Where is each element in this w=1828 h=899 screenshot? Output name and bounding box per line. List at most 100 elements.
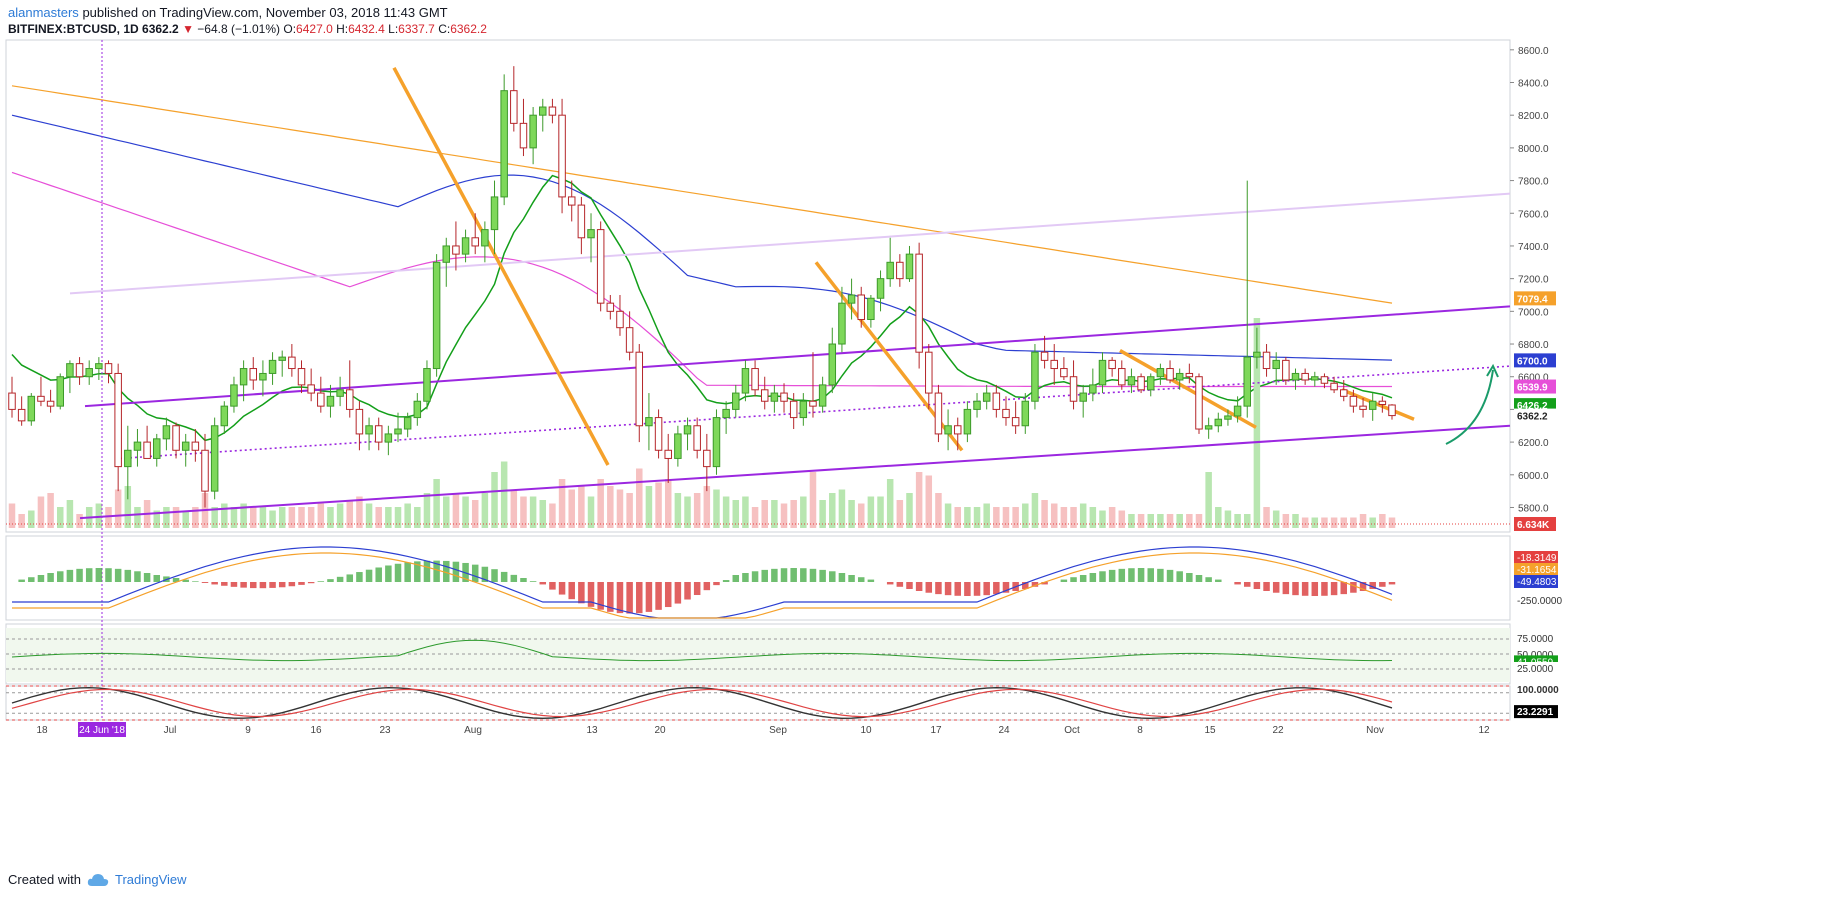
macd-histogram-bar <box>414 561 421 582</box>
macd-histogram-bar <box>1243 582 1251 587</box>
y-tick-label-6: 7400.0 <box>1518 242 1549 253</box>
open-value: 6427.0 <box>296 22 333 36</box>
volume-bar <box>510 489 518 528</box>
macd-histogram-bar <box>365 569 373 582</box>
candle-body <box>799 400 808 419</box>
symbol-label[interactable]: BITFINEX:BTCUSD, 1D <box>8 22 139 36</box>
macd-histogram-bar <box>1137 568 1145 582</box>
macd-histogram-bar <box>838 573 846 582</box>
volume-bar <box>674 493 682 528</box>
candle-body <box>1185 372 1194 378</box>
y-tick-label-10: 6600.0 <box>1518 373 1549 384</box>
author-name[interactable]: alanmasters <box>8 5 79 20</box>
macd-histogram-bar <box>1186 573 1193 582</box>
high-value: 6432.4 <box>348 22 385 36</box>
candle-body <box>674 433 682 459</box>
volume-bar <box>838 489 846 528</box>
candle-body <box>249 368 258 381</box>
macd-histogram-bar <box>1147 568 1154 582</box>
channel-upper-line <box>84 305 1511 408</box>
candle-body <box>27 395 36 422</box>
tradingview-link[interactable]: TradingView <box>114 872 187 887</box>
macd-histogram-bar <box>211 582 218 585</box>
macd-histogram-bar <box>1002 582 1010 593</box>
candle-body <box>664 449 672 459</box>
macd-histogram-bar <box>1118 568 1126 582</box>
volume-bar <box>983 503 990 528</box>
candle-body <box>1253 351 1261 358</box>
rsi-badge-bg-0 <box>1514 632 1558 645</box>
candle-body <box>46 400 55 407</box>
candle-body <box>75 363 84 378</box>
volume-bar <box>520 496 527 528</box>
candle-body <box>1040 351 1049 361</box>
volume-bar <box>298 507 305 528</box>
stoch-badge-bg-0 <box>1514 683 1558 696</box>
volume-bar <box>771 500 778 528</box>
candle-body <box>1156 368 1165 378</box>
volume-bar <box>529 496 537 528</box>
volume-bar <box>346 500 354 528</box>
candle-body <box>1359 405 1367 410</box>
candle-body <box>210 425 219 492</box>
y-tick-label-3: 8000.0 <box>1518 144 1549 155</box>
candle-body <box>925 351 933 394</box>
macd-badge-label-2: -49.4803 <box>1517 577 1557 588</box>
candle-body <box>1378 400 1387 406</box>
x-tick-label-16: 22 <box>1272 725 1284 736</box>
candle-body <box>867 297 875 321</box>
volume-bar <box>307 507 315 528</box>
volume-bar <box>37 496 45 528</box>
channel-lower-line <box>79 424 1511 520</box>
x-tick-label-6: Aug <box>464 725 482 736</box>
volume-bar <box>250 507 257 528</box>
volume-bar <box>568 489 575 528</box>
x-tick-label-7: 13 <box>586 725 598 736</box>
macd-histogram-bar <box>37 575 45 582</box>
candle-body <box>1127 376 1136 386</box>
y-tick-label-4: 7800.0 <box>1518 177 1549 188</box>
candle-body <box>442 245 451 263</box>
macd-histogram-bar <box>1022 582 1029 589</box>
candle-body <box>789 400 798 419</box>
x-tick-label-10: 10 <box>860 725 872 736</box>
macd-histogram-bar <box>607 582 614 612</box>
macd-histogram-bar <box>124 569 132 582</box>
macd-histogram-bar <box>491 569 498 582</box>
candle-body <box>606 302 615 312</box>
volume-bar <box>356 496 363 528</box>
macd-histogram-bar <box>693 582 701 596</box>
macd-histogram-bar <box>423 560 431 582</box>
macd-histogram-bar <box>568 582 575 600</box>
volume-bar <box>1137 514 1145 528</box>
candle-body <box>625 327 634 353</box>
volume-bar <box>819 500 826 528</box>
y-tick-label-2: 8200.0 <box>1518 111 1549 122</box>
candle-body <box>355 408 364 435</box>
volume-bar <box>722 496 730 528</box>
y-tick-label-7: 7200.0 <box>1518 275 1549 286</box>
macd-histogram-bar <box>848 575 855 582</box>
volume-bar <box>336 503 344 528</box>
candle-body <box>596 229 605 304</box>
macd-histogram-bar <box>1176 571 1183 582</box>
macd-badge-bg-2 <box>1514 575 1558 588</box>
x-tick-label-12: 24 <box>998 725 1010 736</box>
created-with-text: Created with <box>8 872 81 887</box>
candle-body <box>654 417 663 451</box>
x-tick-label-13: Oct <box>1064 725 1080 736</box>
macd-histogram-bar <box>829 571 836 582</box>
macd-histogram-bar <box>356 572 363 582</box>
volume-bar <box>47 493 54 528</box>
macd-histogram-bar <box>192 581 199 582</box>
macd-histogram-bar <box>1205 577 1212 582</box>
volume-bar <box>1272 510 1280 528</box>
volume-bar <box>327 507 334 528</box>
macd-histogram-bar <box>278 582 286 588</box>
candle-body <box>645 417 653 427</box>
panel-frame-3 <box>5 685 1511 721</box>
macd-histogram-bar <box>1070 577 1077 582</box>
candle-body <box>1243 356 1251 407</box>
x-tick-label-14: 8 <box>1137 725 1143 736</box>
